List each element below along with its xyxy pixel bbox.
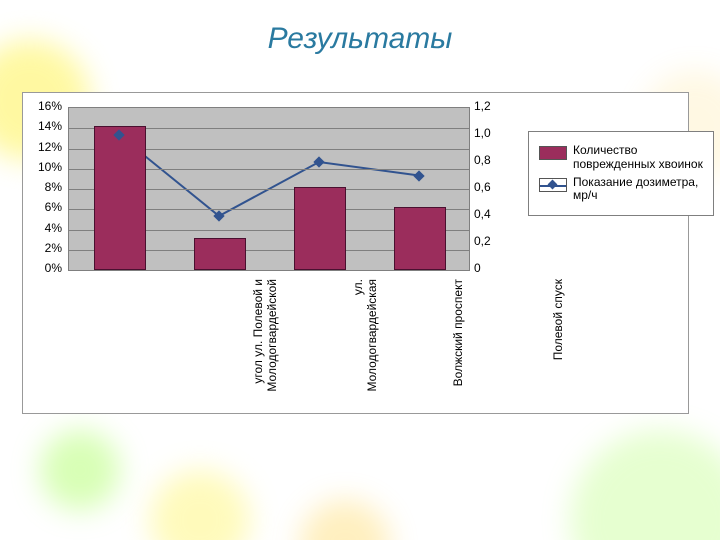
- page-title: Результаты: [0, 22, 720, 56]
- legend-swatch-line: [539, 178, 567, 192]
- decorative-blob: [300, 500, 390, 540]
- y-left-tick: 10%: [23, 160, 62, 174]
- bar: [294, 187, 346, 270]
- y-right-tick: 0,2: [474, 234, 491, 248]
- y-right-tick: 1,0: [474, 126, 491, 140]
- y-left-tick: 8%: [23, 180, 62, 194]
- x-category-label: Волжский проспект: [452, 279, 466, 419]
- y-left-tick: 2%: [23, 241, 62, 255]
- y-left-tick: 14%: [23, 119, 62, 133]
- x-category-label: ул. Молодогвардейская: [352, 279, 380, 419]
- legend-label: Количество поврежденных хвоинок: [573, 144, 703, 172]
- decorative-blob: [570, 430, 720, 540]
- y-left-tick: 16%: [23, 99, 62, 113]
- bar: [94, 126, 146, 270]
- bar: [194, 238, 246, 270]
- bar: [394, 207, 446, 270]
- decorative-blob: [40, 430, 120, 510]
- y-left-tick: 4%: [23, 221, 62, 235]
- y-right-tick: 0,6: [474, 180, 491, 194]
- legend: Количество поврежденных хвоинок Показание…: [528, 131, 714, 216]
- chart-container: Количество поврежденных хвоинокПоказание…: [22, 92, 689, 414]
- legend-swatch-bar: [539, 146, 567, 160]
- y-right-tick: 0: [474, 261, 481, 275]
- legend-item: Количество поврежденных хвоинок: [539, 144, 703, 172]
- x-category-label: угол ул. Полевой и Молодогвардейской: [252, 279, 280, 419]
- y-right-tick: 0,4: [474, 207, 491, 221]
- legend-item: Показание дозиметра, мр/ч: [539, 176, 703, 204]
- legend-label: Показание дозиметра, мр/ч: [573, 176, 698, 204]
- x-category-label: Полевой спуск: [552, 279, 566, 419]
- y-left-tick: 6%: [23, 200, 62, 214]
- y-right-tick: 1,2: [474, 99, 491, 113]
- y-left-tick: 12%: [23, 140, 62, 154]
- slide: Результаты Количество поврежденных хвоин…: [0, 0, 720, 540]
- y-right-tick: 0,8: [474, 153, 491, 167]
- y-left-tick: 0%: [23, 261, 62, 275]
- decorative-blob: [150, 470, 250, 540]
- plot-area: [68, 107, 470, 271]
